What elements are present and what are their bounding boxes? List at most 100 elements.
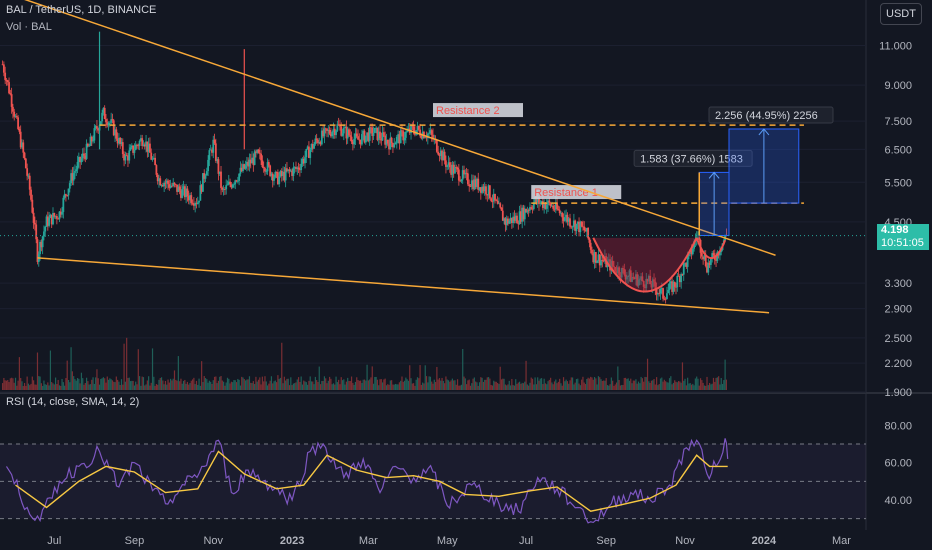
volume-bar: [145, 384, 147, 390]
candle-body: [584, 230, 587, 232]
candle-body: [9, 93, 12, 95]
volume-bar: [384, 378, 386, 390]
candle-body: [224, 188, 226, 190]
candle-body: [620, 268, 623, 278]
currency-badge[interactable]: USDT: [880, 3, 922, 25]
candle-body: [222, 188, 225, 190]
candle-body: [602, 260, 605, 262]
candle-body: [313, 144, 315, 149]
volume-bar: [92, 377, 94, 390]
candle-body: [367, 132, 370, 141]
candle-body: [487, 185, 490, 196]
candle-body: [53, 213, 56, 217]
candle-body: [472, 180, 474, 190]
volume-bar: [683, 380, 685, 390]
candle-body: [178, 186, 181, 191]
candle-body: [183, 186, 186, 198]
volume-bar: [325, 378, 327, 390]
candle-body: [557, 208, 560, 210]
candle-body: [563, 217, 566, 221]
candle-body: [12, 106, 14, 112]
volume-bar: [310, 381, 313, 390]
volume-bar: [53, 384, 55, 390]
volume-bar: [150, 382, 152, 390]
candle-body: [482, 186, 485, 192]
candle-body: [645, 278, 648, 289]
volume-bar: [431, 381, 433, 390]
candle-body: [255, 151, 257, 153]
volume-bar: [210, 381, 212, 390]
volume-bar: [362, 379, 364, 390]
volume-bar: [693, 385, 695, 390]
candle-body: [163, 182, 166, 187]
volume-bar: [352, 382, 354, 390]
volume-bar: [419, 365, 421, 390]
volume-bar: [463, 376, 465, 390]
candle-body: [469, 186, 472, 187]
volume-bar: [500, 379, 503, 390]
volume-bar: [221, 380, 223, 390]
volume-bar: [259, 377, 261, 390]
candle-body: [203, 173, 206, 179]
volume-bar: [370, 377, 372, 390]
candle-body: [651, 279, 654, 288]
volume-bar: [232, 382, 234, 390]
volume-bar: [689, 383, 691, 390]
candle-body: [357, 136, 359, 140]
volume-bar: [52, 383, 54, 390]
volume-bar: [350, 376, 353, 390]
volume-bar: [308, 380, 310, 390]
candle-body: [375, 127, 378, 129]
candle-body: [68, 183, 71, 189]
candle-body: [298, 169, 301, 171]
volume-bar: [548, 379, 550, 390]
volume-bar: [622, 384, 624, 390]
candle-body: [182, 186, 185, 190]
candle-body: [167, 180, 169, 185]
candle-body: [115, 129, 118, 139]
candle-body: [335, 130, 337, 136]
volume-bar: [568, 383, 570, 390]
volume-bar: [378, 385, 380, 390]
volume-bar: [703, 385, 706, 390]
volume-bar: [305, 382, 307, 390]
candle-body: [642, 280, 645, 287]
volume-bar: [356, 377, 358, 390]
candle-body: [532, 202, 535, 209]
candle-body: [598, 254, 601, 266]
candle-body: [323, 128, 326, 137]
candle-body: [152, 157, 155, 159]
volume-bar: [336, 382, 338, 390]
candle-body: [304, 157, 306, 164]
volume-bar: [354, 381, 357, 390]
volume-bar: [51, 382, 53, 390]
volume-bar: [699, 378, 702, 390]
candle-body: [103, 107, 106, 120]
candle-body: [379, 131, 381, 139]
candle-body: [40, 241, 43, 248]
candle-body: [36, 239, 39, 262]
volume-bar: [671, 384, 673, 390]
volume-bar: [418, 378, 420, 390]
candle-body: [377, 131, 380, 141]
candle-body: [435, 139, 438, 152]
volume-bar: [179, 381, 181, 390]
volume-bar: [158, 379, 160, 390]
volume-bar: [665, 381, 667, 390]
volume-bar: [86, 377, 88, 390]
candle-body: [305, 148, 308, 158]
volume-bar: [425, 376, 428, 390]
volume-bar: [47, 382, 49, 390]
candle-body: [389, 137, 392, 150]
candle-body: [62, 197, 65, 212]
volume-bar: [107, 379, 110, 390]
candle-body: [609, 259, 611, 271]
candle-body: [57, 218, 60, 220]
volume-bar: [484, 379, 486, 390]
volume-bar: [519, 381, 521, 390]
volume-bar: [225, 382, 227, 390]
candle-body: [231, 184, 234, 188]
candle-body: [681, 274, 684, 276]
volume-bar: [556, 383, 558, 390]
